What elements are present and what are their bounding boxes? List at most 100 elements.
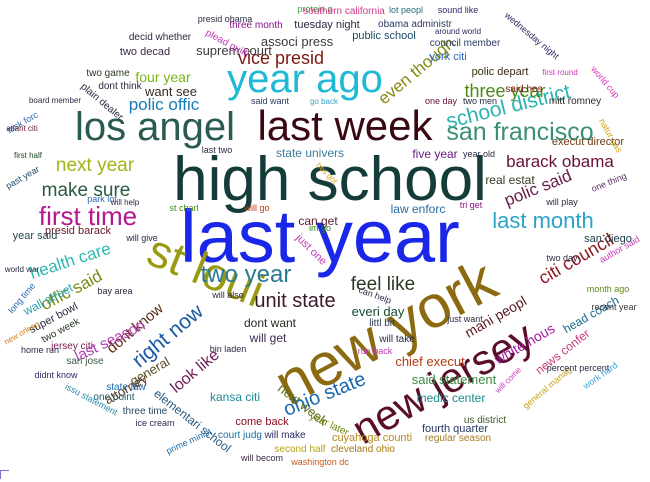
- word-first-half: first half: [14, 151, 43, 160]
- word-last-month: last month: [492, 208, 594, 233]
- word-san-diego: san diego: [584, 233, 632, 245]
- word-year-ago: year ago: [227, 57, 383, 101]
- word-make-sure: make sure: [42, 180, 131, 201]
- word-court-judg: court judg: [218, 430, 262, 441]
- word-polic-offic: polic offic: [129, 95, 200, 114]
- word-will-play: will play: [545, 197, 578, 207]
- word-chief-execut: chief execut: [395, 354, 465, 369]
- word-council-member: council member: [430, 38, 501, 49]
- word-first-round: first round: [542, 68, 578, 77]
- word-dont-want: dont want: [244, 316, 297, 330]
- word-will-take: will take: [378, 334, 415, 345]
- word-unit-state: unit state: [254, 290, 335, 312]
- word-year-old: year old: [463, 149, 495, 159]
- word-obama-administr: obama administr: [378, 19, 453, 30]
- word-board-member: board member: [29, 96, 81, 105]
- word-fourth-quarter: fourth quarter: [422, 423, 488, 435]
- word-washington-dc: washington dc: [290, 457, 349, 467]
- word-two-year: two year: [201, 261, 292, 288]
- word-will-go: will go: [243, 203, 269, 213]
- word-bin-laden: bin laden: [210, 344, 247, 354]
- word-will-get: will get: [249, 331, 287, 345]
- word-two-game: two game: [86, 68, 130, 79]
- word-five-year: five year: [412, 147, 457, 161]
- word-high-school: high school: [173, 145, 487, 214]
- word-presid-obama: presid obama: [198, 14, 253, 24]
- word-can-get: can get: [298, 214, 338, 228]
- word-two-decad: two decad: [120, 46, 170, 58]
- word-park-lot: park lot: [87, 194, 117, 204]
- word-suprem-court: suprem court: [196, 43, 272, 58]
- word-im-go: im go: [309, 223, 331, 233]
- word-lot-peopl: lot peopl: [389, 5, 423, 15]
- word-come-back: come back: [235, 416, 289, 428]
- word-just-want: just want: [446, 314, 483, 324]
- word-law-enforc: law enforc: [391, 202, 446, 216]
- word-san-francisco: san francisco: [446, 118, 593, 146]
- word-everi-day: everi day: [352, 304, 405, 319]
- word-month-ago: month ago: [587, 284, 630, 294]
- word-presid-barack: presid barack: [45, 225, 112, 237]
- word-prime-minist: prime minist: [165, 426, 214, 456]
- corner-marker: [0, 470, 9, 479]
- word-sound-like: sound like: [438, 5, 479, 15]
- word-execut-director: execut director: [552, 136, 624, 148]
- word-cleveland-ohio: cleveland ohio: [331, 444, 395, 455]
- word-recent-year: recent year: [591, 302, 636, 312]
- word-world-cup: world cup: [588, 63, 621, 100]
- word-home-run: home run: [21, 345, 59, 355]
- word-public-school: public school: [352, 30, 416, 42]
- word-decid-whether: decid whether: [129, 32, 192, 43]
- word-southern-california: southern california: [303, 6, 385, 17]
- word-mitt-romney: mitt romney: [549, 96, 601, 107]
- word-kansa-citi: kansa citi: [210, 390, 260, 404]
- word-dont-think: dont think: [98, 81, 142, 92]
- word-go-back: go back: [310, 97, 339, 106]
- word-said-want: said want: [251, 96, 290, 106]
- word-regular-season: regular season: [425, 433, 491, 444]
- word-last-week: last week: [257, 102, 433, 149]
- word-cuyahoga-counti: cuyahoga counti: [332, 432, 412, 444]
- word-st-charl: st charl: [169, 203, 198, 213]
- word-associ-press: associ press: [261, 34, 334, 49]
- word-atlant-citi: atlant citi: [6, 124, 38, 133]
- word-jersey-citi: jersey citi: [50, 341, 93, 352]
- word-second-half: second half: [274, 444, 325, 455]
- word-three-year: three year: [464, 81, 545, 101]
- word-next-year: next year: [56, 155, 135, 176]
- word-los-angel: los angel: [75, 105, 235, 149]
- word-bay-area: bay area: [97, 286, 132, 296]
- word-polic-depart: polic depart: [472, 66, 529, 78]
- word-medic-center: medic center: [417, 391, 486, 405]
- word-one-thing: one thing: [590, 171, 628, 194]
- word-around-world: around world: [435, 27, 481, 36]
- word-us-district: us district: [464, 415, 506, 426]
- word-tuesday-night: tuesday night: [294, 19, 359, 31]
- word-state-law: state law: [106, 382, 146, 393]
- word-world-war: world war: [4, 265, 40, 274]
- word-three-time: three time: [123, 406, 168, 417]
- word-will-becom: will becom: [240, 453, 283, 463]
- word-wednesday-night: wednesday night: [502, 10, 561, 62]
- word-three-month: three month: [229, 20, 282, 31]
- word-will-make: will make: [263, 430, 306, 441]
- word-two-men: two men: [463, 96, 497, 106]
- word-run-back: run back: [358, 346, 393, 356]
- word-last-year: last year: [180, 195, 460, 278]
- word-real-estat: real estat: [485, 173, 535, 187]
- word-past-year: past year: [4, 164, 41, 191]
- word-san-jose: san jose: [66, 356, 104, 367]
- word-one-point: one point: [93, 392, 134, 403]
- word-head-coach: head coach: [561, 293, 622, 336]
- word-state-univers: state univers: [276, 146, 344, 160]
- word-first-time: first time: [39, 201, 137, 231]
- word-one-day: one day: [425, 96, 458, 106]
- word-barack-obama: barack obama: [506, 152, 614, 171]
- word-littl-bit: littl bit: [369, 318, 395, 329]
- word-york-citi: york citi: [429, 51, 466, 63]
- word-said-statement: said statement: [412, 372, 497, 387]
- word-two-day: two day: [546, 253, 578, 263]
- word-protein-g: protein g: [297, 4, 332, 14]
- word-percent-percent: percent percent: [547, 363, 610, 373]
